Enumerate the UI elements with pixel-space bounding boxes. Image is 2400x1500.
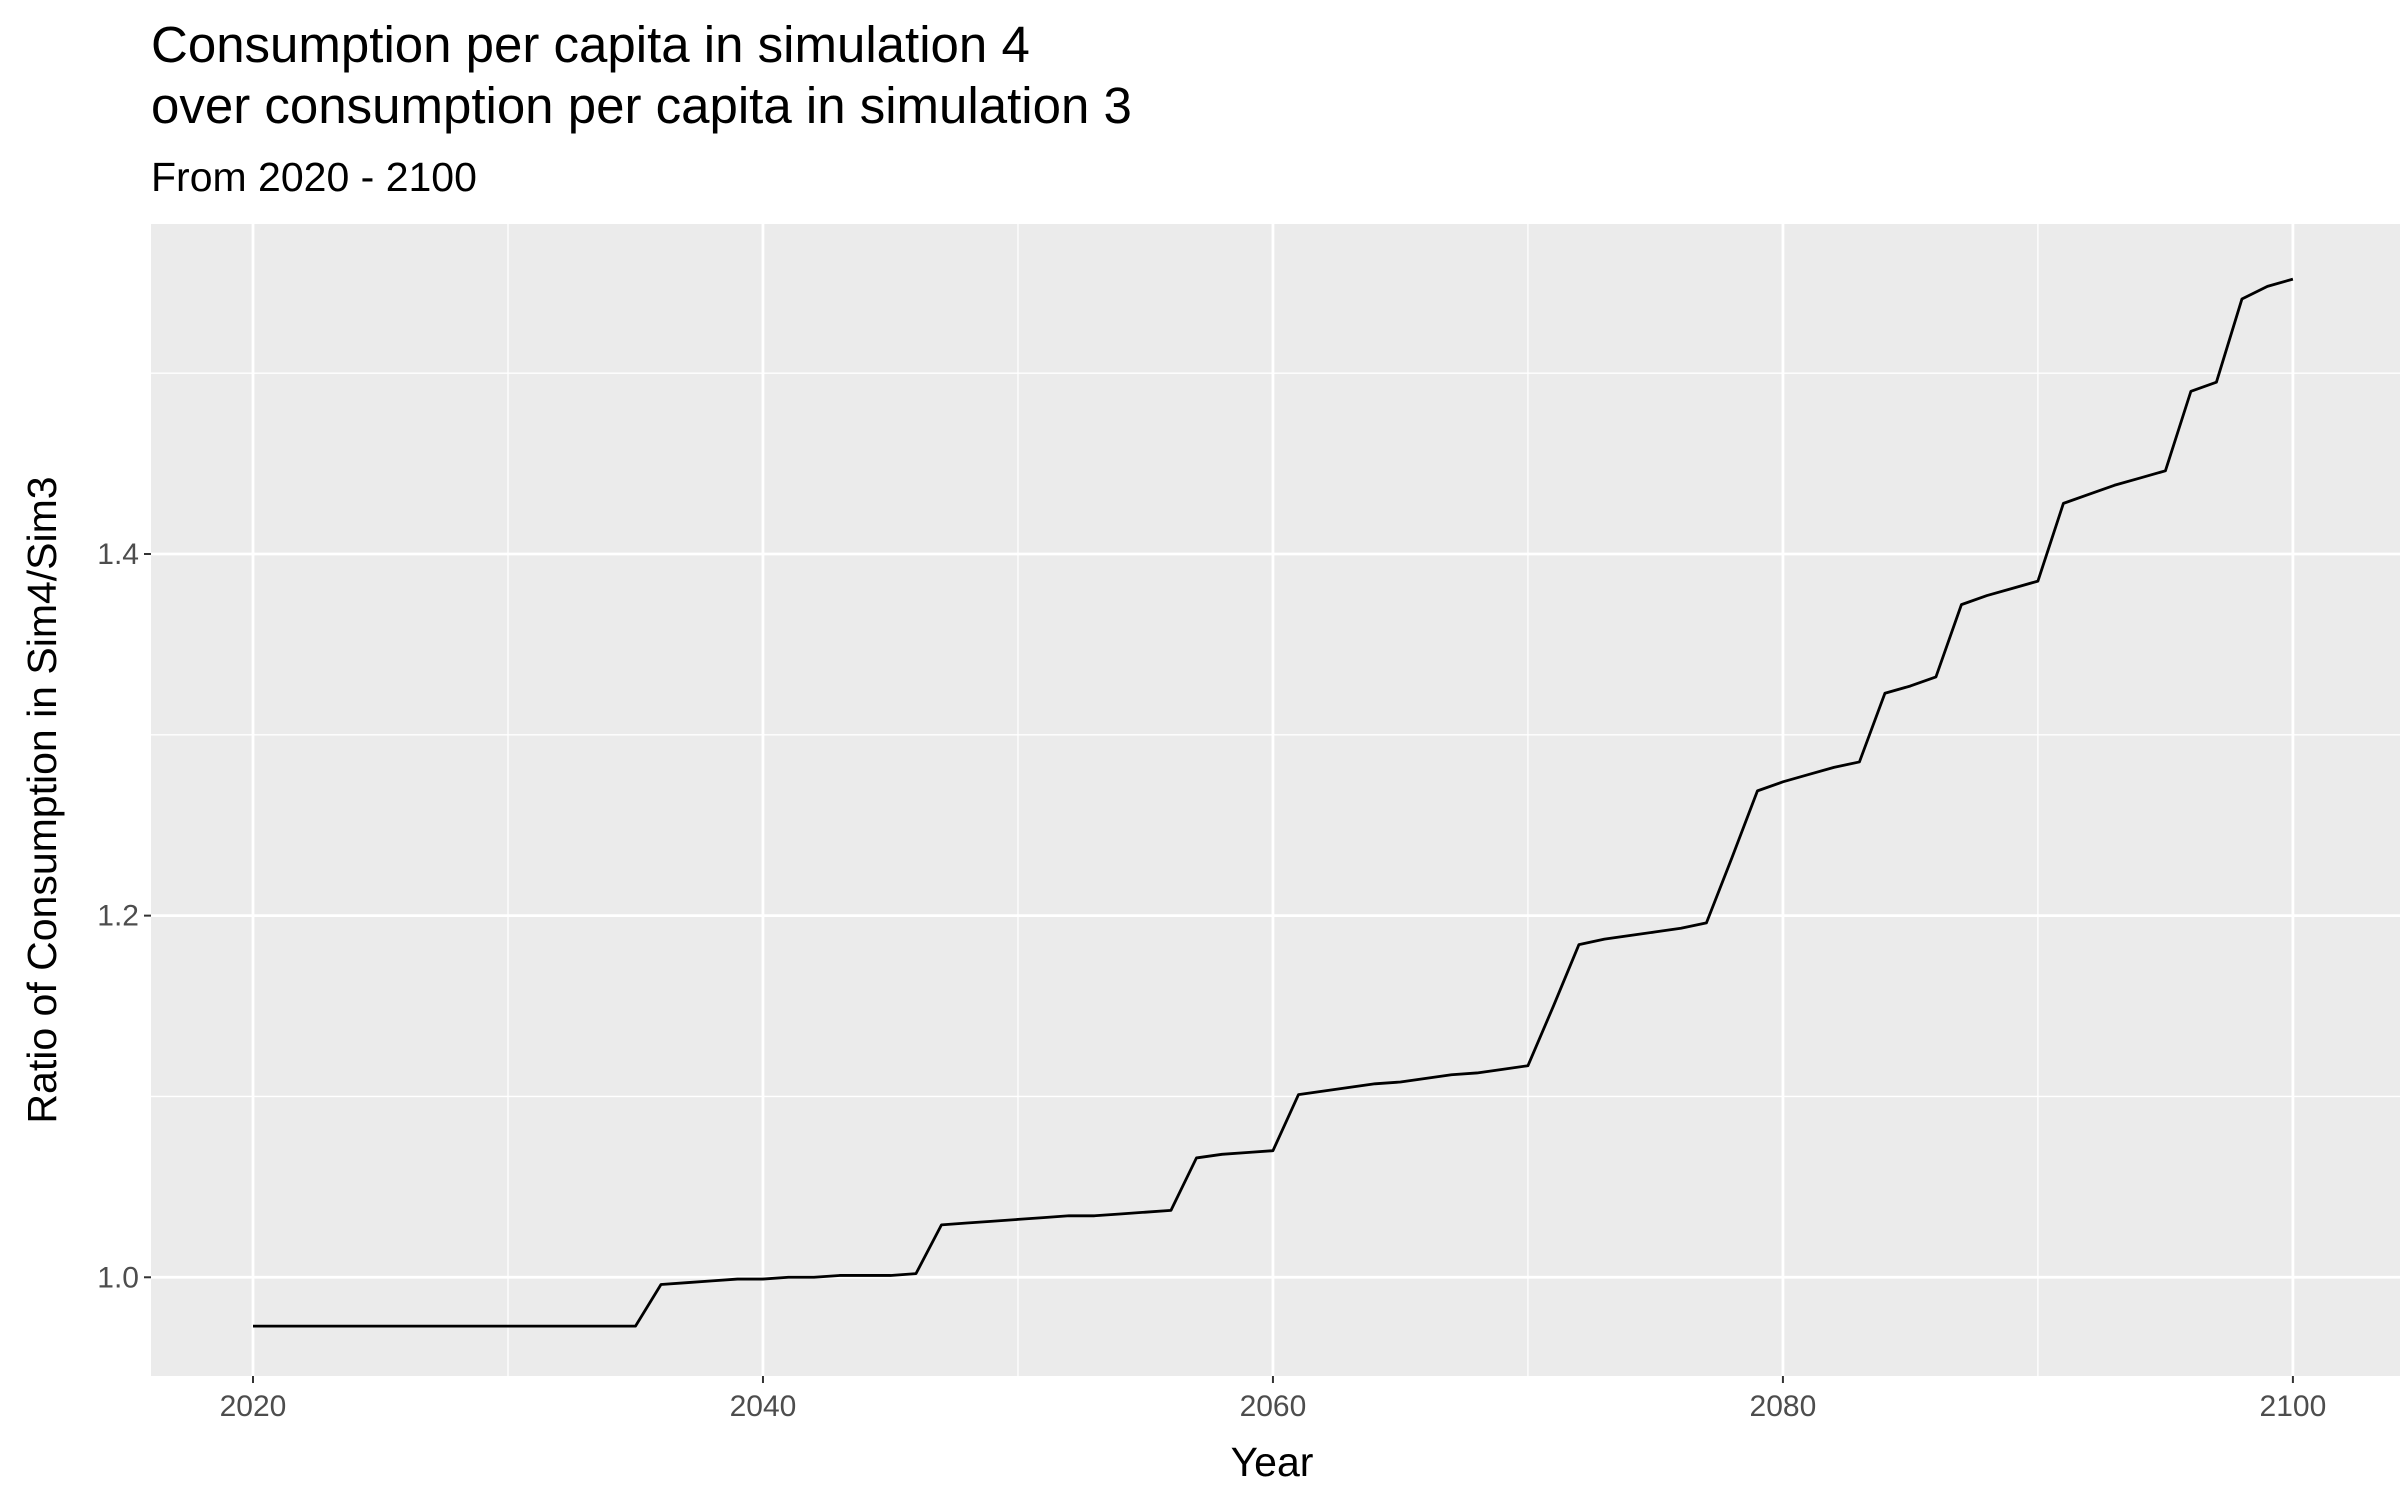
marks: [253, 277, 2294, 1328]
y-tick-label: 1.2: [97, 900, 139, 933]
x-tick-label: 2020: [220, 1390, 287, 1423]
grid: [151, 224, 2400, 1376]
y-axis-title: Ratio of Consumption in Sim4/Sim3: [19, 476, 65, 1123]
chart-title: Consumption per capita in simulation 4: [151, 16, 1030, 73]
x-tick-label: 2100: [2260, 1390, 2327, 1423]
y-tick-label: 1.4: [97, 538, 139, 571]
chart-subtitle: From 2020 - 2100: [151, 154, 477, 200]
plot-panel: [151, 224, 2400, 1376]
data-line: [253, 277, 2294, 1328]
chart-title: over consumption per capita in simulatio…: [151, 77, 1132, 134]
y-tick-label: 1.0: [97, 1261, 139, 1294]
x-tick-label: 2060: [1240, 1390, 1307, 1423]
x-tick-label: 2040: [730, 1390, 797, 1423]
x-axis-title: Year: [1231, 1439, 1314, 1485]
x-tick-label: 2080: [1750, 1390, 1817, 1423]
